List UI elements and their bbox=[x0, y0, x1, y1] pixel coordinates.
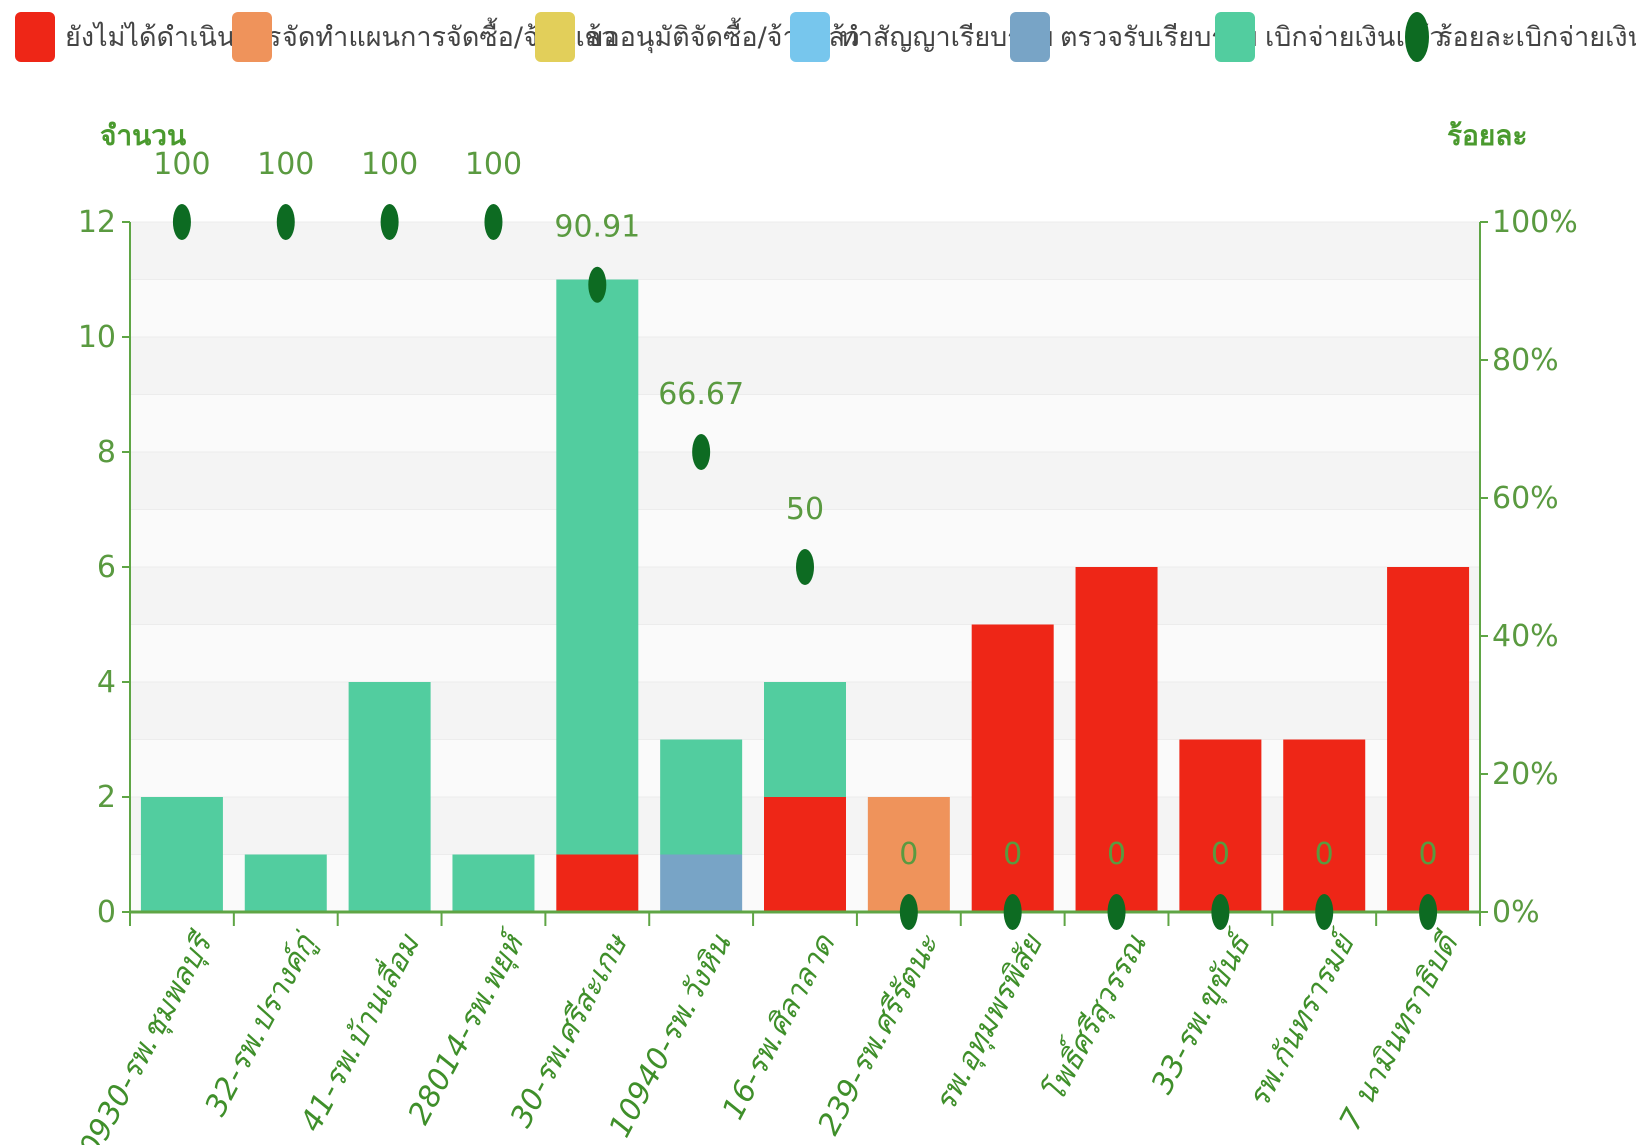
y-tick-label: 0 bbox=[97, 895, 116, 930]
percent-point bbox=[172, 204, 191, 240]
y-tick-label: 8 bbox=[97, 435, 116, 470]
percent-point bbox=[796, 549, 814, 585]
percent-label: 0 bbox=[1211, 837, 1230, 872]
legend-swatch bbox=[1215, 12, 1255, 62]
x-category-label: รพ.กันทรารมย์ bbox=[1241, 924, 1364, 1114]
bar bbox=[452, 854, 535, 912]
legend-swatch bbox=[790, 12, 830, 62]
percent-point bbox=[1211, 894, 1230, 930]
percent-label: 100 bbox=[361, 147, 418, 182]
bar bbox=[1179, 739, 1262, 912]
plot-band bbox=[130, 279, 1480, 337]
y-tick-label: 2 bbox=[97, 780, 116, 815]
bar bbox=[1075, 567, 1158, 912]
percent-point bbox=[1419, 894, 1438, 930]
bar bbox=[660, 854, 743, 912]
legend-swatch bbox=[232, 12, 272, 62]
percent-label: 100 bbox=[153, 147, 210, 182]
plot-band bbox=[130, 452, 1480, 510]
percent-label: 100 bbox=[257, 147, 314, 182]
bar bbox=[244, 854, 327, 912]
percent-label: 0 bbox=[1315, 837, 1334, 872]
bar bbox=[556, 854, 639, 912]
percent-label: 100 bbox=[465, 147, 522, 182]
percent-points: 100 100 100 100 90.91 66.67 50 0 0 0 0 0 0 bbox=[153, 147, 1438, 930]
x-category-label: 16-รพ.ศิลาลาด bbox=[716, 928, 843, 1125]
percent-label: 0 bbox=[1107, 837, 1126, 872]
bar bbox=[140, 797, 223, 912]
bar bbox=[660, 739, 743, 855]
percent-point bbox=[588, 266, 607, 303]
bar bbox=[764, 797, 846, 912]
percent-point bbox=[692, 433, 711, 470]
x-category-label: โพธิ์ศรีสุวรรณ bbox=[1032, 926, 1155, 1109]
y-tick-label: 4 bbox=[97, 665, 116, 700]
legend-swatch bbox=[535, 12, 575, 62]
percent-label: 0 bbox=[899, 837, 918, 872]
percent-label: 0 bbox=[1419, 837, 1438, 872]
bar bbox=[867, 797, 950, 912]
percent-label: 50 bbox=[786, 492, 824, 527]
percent-point bbox=[484, 204, 503, 240]
y-axis-left-label: จำนวน bbox=[100, 119, 186, 152]
percent-point bbox=[276, 204, 295, 240]
legend: ยังไม่ได้ดำเนินการ จัดทำแผนการจัดซื้อ/จ้า… bbox=[15, 12, 1636, 62]
percent-label: 90.91 bbox=[554, 210, 640, 245]
plot-band bbox=[130, 394, 1480, 452]
y2-tick-label: 80% bbox=[1492, 343, 1559, 378]
y-tick-label: 12 bbox=[78, 205, 116, 240]
legend-swatch bbox=[1010, 12, 1050, 62]
bar bbox=[348, 682, 431, 912]
y2-tick-label: 100% bbox=[1492, 205, 1578, 240]
bar bbox=[764, 682, 846, 797]
y-axis-right-ticks: 0% 20% 40% 60% 80% 100% bbox=[1480, 205, 1578, 930]
percent-point bbox=[1107, 894, 1126, 930]
x-category-label: 0930-รพ.ชุมพลบุรี bbox=[73, 926, 221, 1145]
y2-tick-label: 40% bbox=[1492, 619, 1559, 654]
bar bbox=[971, 624, 1054, 912]
y-axis-right-label: ร้อยละ bbox=[1447, 119, 1527, 152]
y2-tick-label: 20% bbox=[1492, 757, 1559, 792]
y2-tick-label: 0% bbox=[1492, 895, 1540, 930]
legend-swatch bbox=[1405, 12, 1429, 62]
legend-swatch bbox=[15, 12, 55, 62]
y-axis-left-ticks: 0 2 4 6 8 10 12 bbox=[78, 205, 130, 930]
bar-series bbox=[140, 279, 1470, 912]
percent-label: 0 bbox=[1003, 837, 1022, 872]
percent-point bbox=[1315, 894, 1334, 930]
plot-band bbox=[130, 337, 1480, 395]
percent-label: 66.67 bbox=[658, 377, 744, 412]
legend-label: ร้อยละเบิกจ่ายเงินแล้ว bbox=[1438, 22, 1636, 53]
x-category-label: 33-รพ.ขุขันธ์ bbox=[1145, 924, 1261, 1100]
x-category-label: รพ.อุทุมพรพิสัย bbox=[928, 927, 1051, 1117]
bar bbox=[1387, 567, 1470, 912]
y2-tick-label: 60% bbox=[1492, 481, 1559, 516]
y-tick-label: 6 bbox=[97, 550, 116, 585]
y-tick-label: 10 bbox=[78, 320, 116, 355]
percent-point bbox=[380, 204, 399, 240]
percent-point bbox=[1003, 894, 1022, 930]
plot-band bbox=[130, 222, 1480, 280]
plot-band bbox=[130, 624, 1480, 682]
percent-point bbox=[899, 894, 918, 930]
x-category-label: 32-รพ.ปรางค์กู่ bbox=[198, 926, 324, 1122]
bar bbox=[1283, 739, 1366, 912]
bar bbox=[556, 279, 639, 855]
x-axis-categories: 0930-รพ.ชุมพลบุรี32-รพ.ปรางค์กู่41-รพ.บ้… bbox=[73, 924, 1467, 1145]
